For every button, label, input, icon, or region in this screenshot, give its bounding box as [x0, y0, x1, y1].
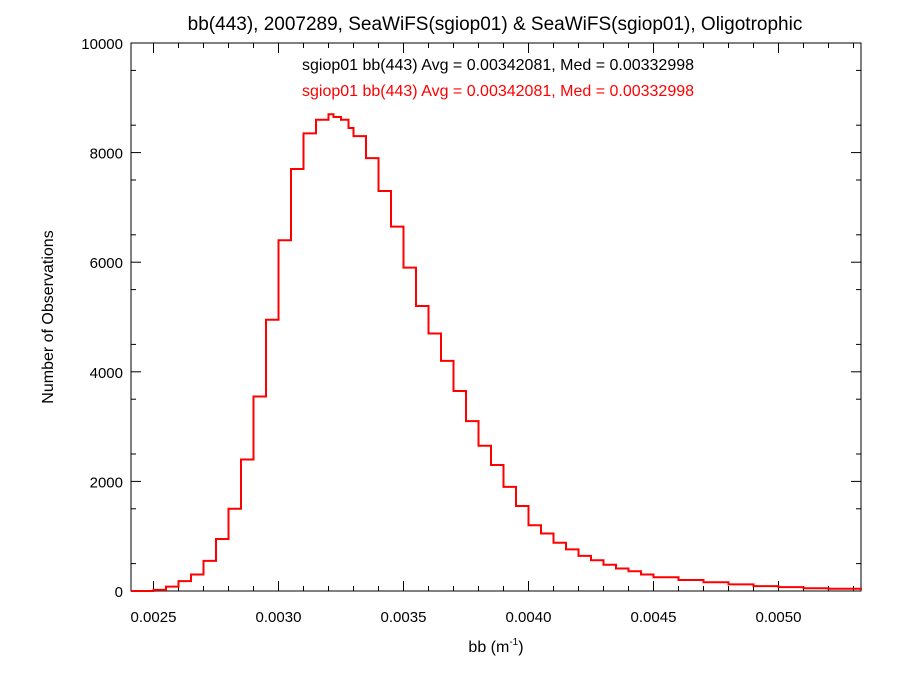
- y-tick-label: 0: [115, 584, 123, 601]
- legend-entry-1: sgiop01 bb(443) Avg = 0.00342081, Med = …: [302, 57, 694, 74]
- plot-frame: [130, 42, 862, 592]
- x-tick-label: 0.0045: [631, 609, 677, 626]
- x-tick-label: 0.0040: [506, 609, 552, 626]
- x-axis-label-exponent: -1: [509, 637, 518, 648]
- series-group: [131, 113, 862, 592]
- x-axis-label-close: ): [518, 639, 523, 656]
- x-axis-ticks: 0.0025 0.0030 0.0035 0.0040 0.0045 0.0050: [131, 43, 854, 626]
- y-tick-label: 6000: [90, 255, 123, 272]
- x-axis-label-base: bb (m: [468, 639, 509, 656]
- x-tick-label: 0.0050: [756, 609, 802, 626]
- x-tick-label: 0.0025: [131, 609, 177, 626]
- legend-entry-2: sgiop01 bb(443) Avg = 0.00342081, Med = …: [302, 83, 694, 100]
- x-tick-label: 0.0030: [256, 609, 302, 626]
- y-tick-label: 2000: [90, 474, 123, 491]
- y-tick-label: 4000: [90, 365, 123, 382]
- y-axis-ticks: 0 2000 4000 6000 8000 10000: [81, 36, 861, 601]
- y-tick-label: 8000: [90, 146, 123, 163]
- y-tick-label: 10000: [81, 36, 123, 53]
- y-axis-label: Number of Observations: [40, 230, 57, 403]
- x-axis-label: bb (m-1): [468, 637, 523, 656]
- histogram-series-line: [131, 113, 862, 592]
- chart-title: bb(443), 2007289, SeaWiFS(sgiop01) & Sea…: [188, 14, 803, 35]
- x-tick-label: 0.0035: [381, 609, 427, 626]
